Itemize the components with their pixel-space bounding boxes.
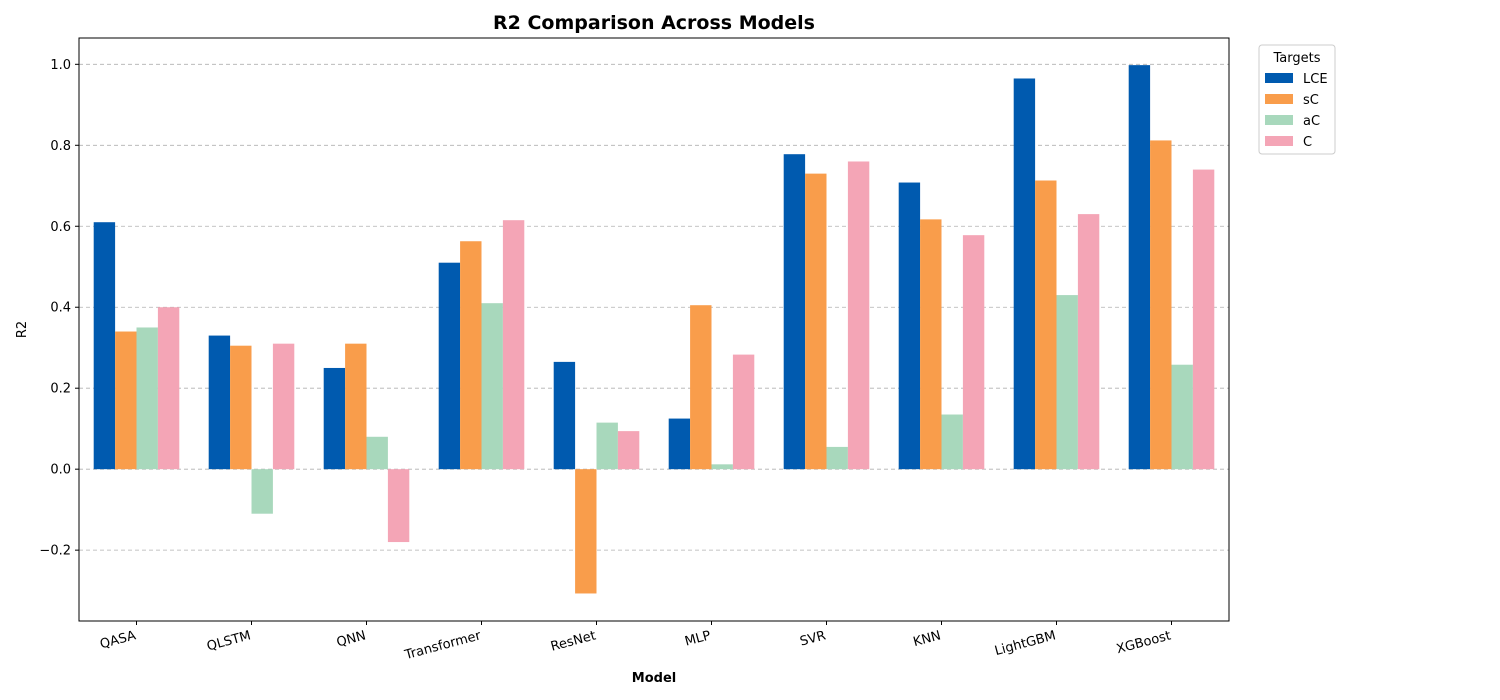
- bar-aC-LightGBM: [1056, 295, 1078, 470]
- bar-aC-XGBoost: [1171, 364, 1193, 470]
- bar-LCE-MLP: [668, 418, 691, 470]
- y-tick-label: 0.2: [50, 382, 71, 397]
- legend: Targets LCE sC aC C: [1258, 44, 1336, 155]
- y-tick-label: 0.4: [50, 301, 71, 316]
- bar-aC-KNN: [941, 414, 963, 470]
- bar-LCE-XGBoost: [1128, 65, 1151, 470]
- x-tick-label: QLSTM: [205, 628, 252, 654]
- bars: [93, 65, 1215, 594]
- bar-aC-QLSTM: [251, 469, 273, 514]
- legend-swatch-C: [1265, 136, 1293, 146]
- bar-sC-MLP: [690, 305, 712, 470]
- bar-sC-XGBoost: [1150, 140, 1172, 470]
- legend-swatch-aC: [1265, 115, 1293, 125]
- bar-C-SVR: [847, 161, 870, 470]
- bar-LCE-LightGBM: [1013, 78, 1036, 470]
- legend-label-aC: aC: [1303, 114, 1320, 129]
- bar-LCE-KNN: [898, 182, 921, 470]
- bar-C-KNN: [962, 235, 985, 470]
- y-tick-label: 0.6: [50, 220, 71, 235]
- x-tick-label: QNN: [335, 628, 368, 650]
- x-axis-label: Model: [632, 671, 676, 686]
- bar-C-LightGBM: [1077, 214, 1100, 470]
- bar-sC-LightGBM: [1035, 180, 1057, 470]
- bar-aC-QNN: [366, 436, 388, 470]
- bar-aC-MLP: [711, 464, 733, 470]
- bar-aC-QASA: [136, 327, 158, 470]
- legend-swatch-LCE: [1265, 73, 1293, 83]
- bar-C-XGBoost: [1192, 169, 1215, 470]
- legend-title: Targets: [1273, 51, 1321, 66]
- legend-label-LCE: LCE: [1303, 72, 1328, 87]
- y-tick-label: −0.2: [39, 544, 71, 559]
- y-tick-label: 0.0: [50, 463, 71, 478]
- bar-sC-QNN: [345, 343, 367, 470]
- bar-C-QNN: [387, 469, 410, 543]
- x-tick-label: XGBoost: [1115, 628, 1173, 657]
- x-tick-label: LightGBM: [993, 628, 1057, 659]
- legend-box: [1258, 44, 1336, 155]
- y-tick-label: 0.8: [50, 139, 71, 154]
- bar-C-MLP: [732, 354, 755, 470]
- x-tick-label: KNN: [912, 628, 943, 650]
- bar-sC-SVR: [805, 173, 827, 470]
- chart-title: R2 Comparison Across Models: [493, 12, 815, 34]
- legend-label-C: C: [1303, 135, 1312, 150]
- x-tick-label: Transformer: [402, 628, 483, 663]
- x-tick-label: QASA: [98, 628, 137, 652]
- legend-label-sC: sC: [1303, 93, 1319, 108]
- bar-sC-KNN: [920, 219, 942, 470]
- bar-C-Transformer: [502, 220, 525, 470]
- bar-C-QASA: [157, 307, 180, 470]
- bar-LCE-ResNet: [553, 361, 576, 470]
- bar-C-ResNet: [617, 431, 640, 470]
- y-axis-label: R2: [15, 321, 30, 338]
- x-tick-label: MLP: [683, 628, 712, 649]
- x-tick-label: ResNet: [549, 628, 597, 654]
- bar-LCE-QASA: [93, 222, 116, 470]
- bar-sC-QASA: [115, 331, 137, 470]
- bar-LCE-SVR: [783, 154, 806, 470]
- bar-sC-QLSTM: [230, 345, 252, 470]
- x-tick-label: SVR: [798, 628, 827, 649]
- y-tick-label: 1.0: [50, 58, 71, 73]
- plot-frame: [78, 37, 1230, 622]
- bar-aC-Transformer: [481, 303, 503, 470]
- bar-LCE-Transformer: [438, 262, 461, 470]
- bar-C-QLSTM: [272, 343, 295, 470]
- bar-LCE-QLSTM: [208, 335, 231, 470]
- bar-sC-ResNet: [575, 469, 597, 594]
- bar-LCE-QNN: [323, 367, 346, 470]
- bar-aC-SVR: [826, 446, 848, 470]
- legend-swatch-sC: [1265, 94, 1293, 104]
- bar-sC-Transformer: [460, 241, 482, 470]
- bar-aC-ResNet: [596, 422, 618, 470]
